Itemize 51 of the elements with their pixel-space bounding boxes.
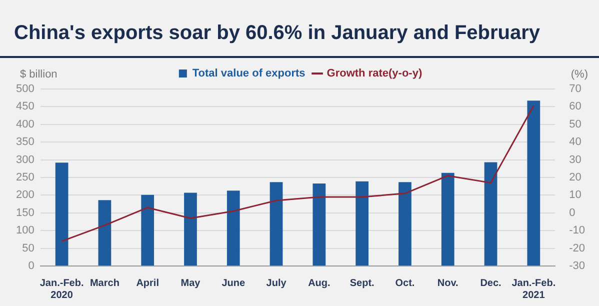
chart-title: China's exports soar by 60.6% in January and February	[14, 22, 540, 45]
x-tick-label: June	[222, 278, 246, 289]
y2-tick-label: 60	[569, 100, 582, 113]
bar	[312, 184, 326, 266]
x-tick-label: Jan.-Feb. 2021	[512, 278, 556, 301]
y2-tick-label: 20	[569, 172, 582, 184]
y2-tick-label: -10	[569, 224, 586, 237]
bar	[226, 190, 240, 266]
bar	[484, 162, 498, 266]
y2-tick-label: 10	[569, 189, 582, 202]
x-tick-label: April	[136, 278, 160, 289]
legend-label: Growth rate(y-o-y)	[326, 68, 422, 80]
y-tick-label: 150	[16, 206, 34, 219]
x-tick-label: Jan.-Feb. 2020	[40, 278, 84, 301]
y-tick-label: 450	[16, 100, 34, 113]
y2-tick-label: -30	[569, 260, 586, 272]
y2-axis-title: (%)	[570, 68, 588, 81]
y-tick-label: 500	[16, 83, 34, 96]
y-tick-label: 50	[22, 242, 34, 254]
y-tick-label: 350	[16, 136, 34, 148]
bar	[441, 172, 454, 266]
bar	[55, 162, 68, 266]
y-tick-label: 100	[16, 224, 34, 237]
x-tick-label: Dec.	[480, 278, 502, 289]
y-tick-label: 400	[16, 118, 34, 130]
y-tick-label: 0	[28, 260, 34, 272]
y-tick-label: 250	[16, 172, 34, 184]
y-tick-label: 200	[16, 189, 34, 202]
x-tick-label: July	[266, 278, 287, 289]
bar	[270, 182, 283, 266]
y2-tick-label: 70	[569, 83, 582, 96]
bar	[356, 181, 369, 266]
y-tick-label: 300	[16, 154, 34, 166]
y2-tick-label: 40	[569, 136, 582, 148]
x-tick-label: March	[90, 278, 120, 289]
y2-tick-label: 30	[569, 154, 582, 166]
bar	[184, 192, 197, 266]
x-tick-label: Oct.	[395, 278, 415, 289]
y2-tick-label: 0	[569, 206, 576, 219]
x-tick-label: Aug.	[308, 278, 331, 289]
y-axis-title: $ billion	[20, 68, 58, 81]
y2-tick-label: 50	[569, 118, 582, 130]
bar	[141, 194, 154, 266]
bar	[398, 182, 412, 266]
x-tick-label: Nov.	[437, 278, 459, 289]
y2-tick-label: -20	[569, 242, 586, 254]
x-tick-label: Sept.	[350, 278, 375, 289]
bar	[98, 200, 112, 266]
legend-label: Total value of exports	[192, 68, 306, 80]
x-tick-label: May	[180, 278, 201, 289]
bar	[527, 100, 540, 266]
